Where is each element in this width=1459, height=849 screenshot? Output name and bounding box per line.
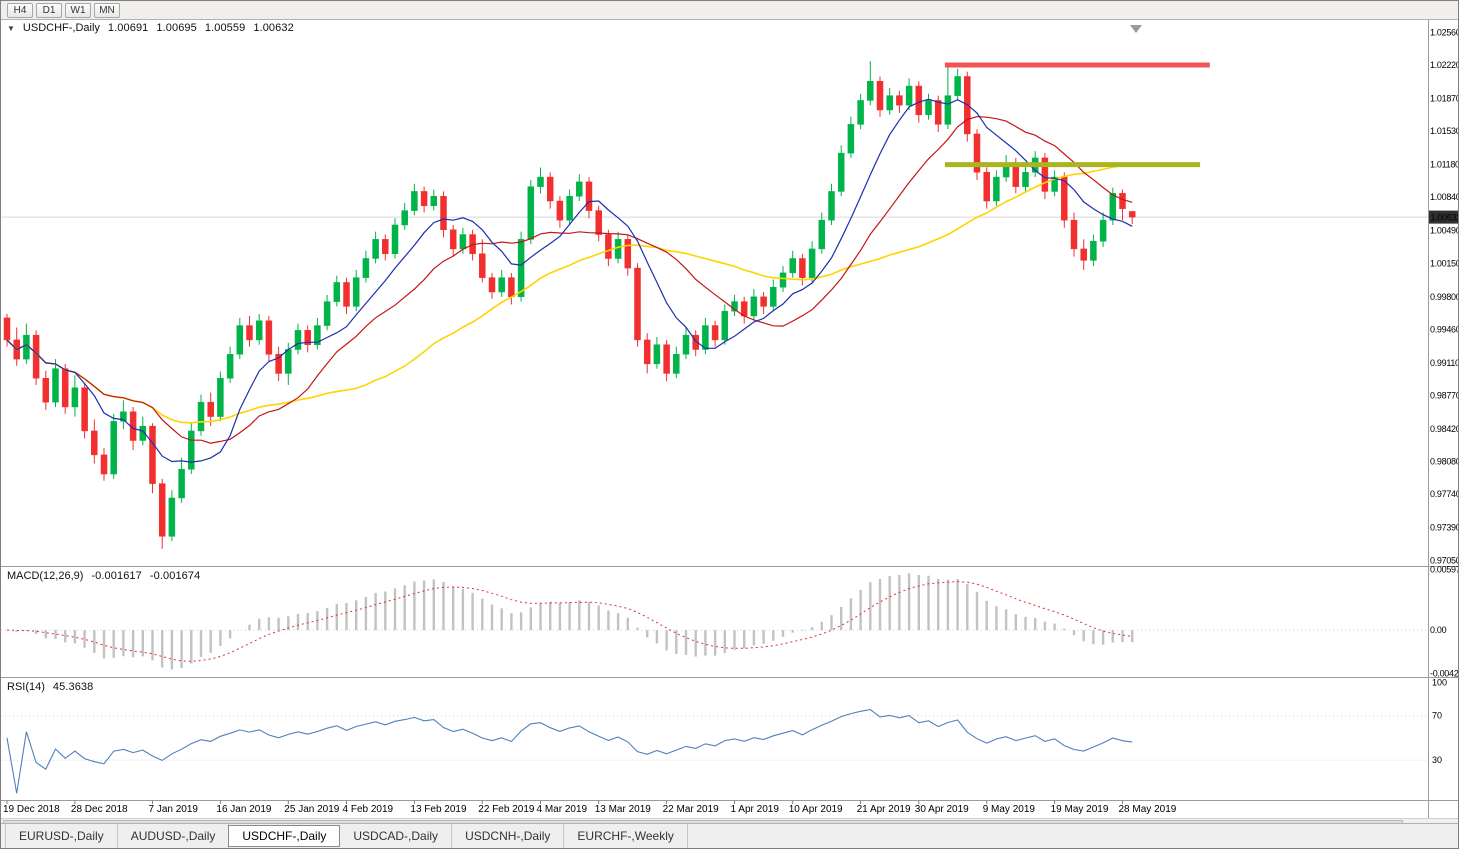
svg-text:28 Dec 2018: 28 Dec 2018 bbox=[71, 804, 128, 815]
svg-text:0.97390: 0.97390 bbox=[1430, 523, 1459, 533]
chart-background bbox=[1, 19, 1458, 818]
tab-usdcnh-daily[interactable]: USDCNH-,Daily bbox=[452, 824, 565, 848]
svg-text:1.00490: 1.00490 bbox=[1430, 226, 1459, 236]
svg-text:0.98080: 0.98080 bbox=[1430, 457, 1459, 467]
svg-text:10 Apr 2019: 10 Apr 2019 bbox=[789, 804, 843, 815]
svg-text:1.00632: 1.00632 bbox=[1431, 213, 1459, 223]
chart-shift-marker[interactable] bbox=[1130, 25, 1142, 33]
svg-text:70: 70 bbox=[1432, 711, 1442, 721]
tab-eurchf-weekly[interactable]: EURCHF-,Weekly bbox=[564, 824, 688, 848]
svg-text:22 Mar 2019: 22 Mar 2019 bbox=[663, 804, 720, 815]
current-price-badge bbox=[1429, 210, 1458, 224]
svg-text:0.99800: 0.99800 bbox=[1430, 292, 1459, 302]
svg-text:1.01180: 1.01180 bbox=[1430, 160, 1459, 170]
svg-text:1.02220: 1.02220 bbox=[1430, 60, 1459, 70]
svg-text:21 Apr 2019: 21 Apr 2019 bbox=[857, 804, 911, 815]
timeframe-d1-button[interactable]: D1 bbox=[36, 2, 62, 18]
svg-text:0.99110: 0.99110 bbox=[1430, 358, 1459, 368]
svg-text:19 Dec 2018: 19 Dec 2018 bbox=[3, 804, 60, 815]
svg-text:13 Mar 2019: 13 Mar 2019 bbox=[595, 804, 652, 815]
svg-text:0.00: 0.00 bbox=[1430, 625, 1447, 635]
svg-text:0.97740: 0.97740 bbox=[1430, 489, 1459, 499]
timeframe-mn-button[interactable]: MN bbox=[94, 2, 120, 18]
svg-text:0.98420: 0.98420 bbox=[1430, 424, 1459, 434]
rsi-title: RSI(14) bbox=[7, 681, 45, 693]
macd-histogram bbox=[15, 573, 1134, 670]
tab-usdchf-daily[interactable]: USDCHF-,Daily bbox=[228, 825, 341, 847]
time-axis[interactable]: 19 Dec 2018 28 Dec 2018 7 Jan 2019 16 Jan 2… bbox=[3, 800, 1177, 816]
timeframe-h4-button[interactable]: H4 bbox=[7, 2, 33, 18]
svg-text:28 May 2019: 28 May 2019 bbox=[1119, 804, 1177, 815]
ohlc-close-value: 1.00632 bbox=[253, 22, 294, 34]
svg-text:1.00840: 1.00840 bbox=[1430, 192, 1459, 202]
chart-ohlc-header: ▼ USDCHF-,Daily 1.00691 1.00695 1.00559 … bbox=[7, 22, 294, 34]
svg-text:30: 30 bbox=[1432, 755, 1442, 765]
svg-text:13 Feb 2019: 13 Feb 2019 bbox=[410, 804, 467, 815]
svg-text:0.99460: 0.99460 bbox=[1430, 324, 1459, 334]
tab-usdcad-daily[interactable]: USDCAD-,Daily bbox=[340, 824, 453, 848]
price-axis[interactable]: 1.02560 1.02220 1.01870 1.01530 1.01180 1.008… bbox=[1429, 27, 1459, 565]
tab-audusd-daily[interactable]: AUDUSD-,Daily bbox=[118, 824, 230, 848]
svg-text:22 Feb 2019: 22 Feb 2019 bbox=[478, 804, 535, 815]
ma-mid-line bbox=[6, 115, 1133, 444]
macd-title: MACD(12,26,9) bbox=[7, 570, 84, 582]
ma-slow-line bbox=[6, 163, 1133, 424]
svg-text:25 Jan 2019: 25 Jan 2019 bbox=[284, 804, 339, 815]
ohlc-low-value: 1.00559 bbox=[204, 22, 246, 34]
macd-indicator-label: MACD(12,26,9) -0.001617 -0.001674 bbox=[7, 570, 200, 582]
ma-fast-line bbox=[6, 98, 1133, 463]
svg-text:0.00597: 0.00597 bbox=[1430, 564, 1459, 574]
svg-text:1.01530: 1.01530 bbox=[1430, 126, 1459, 136]
svg-text:4 Feb 2019: 4 Feb 2019 bbox=[343, 804, 394, 815]
collapse-chart-icon[interactable]: ▼ bbox=[7, 24, 15, 33]
chart-tabs-bar: EURUSD-,Daily AUDUSD-,Daily USDCHF-,Dail… bbox=[1, 823, 1458, 848]
svg-text:9 May 2019: 9 May 2019 bbox=[983, 804, 1036, 815]
rsi-indicator-label: RSI(14) 45.3638 bbox=[7, 681, 93, 693]
svg-text:4 Mar 2019: 4 Mar 2019 bbox=[537, 804, 588, 815]
svg-text:1.01870: 1.01870 bbox=[1430, 94, 1459, 104]
svg-text:16 Jan 2019: 16 Jan 2019 bbox=[216, 804, 271, 815]
svg-text:0.97050: 0.97050 bbox=[1430, 555, 1459, 565]
macd-axis: 0.00597 0.00 -0.00424 bbox=[1430, 564, 1459, 678]
svg-text:1.02560: 1.02560 bbox=[1430, 27, 1459, 37]
macd-signal-line bbox=[6, 581, 1133, 662]
svg-text:0.98770: 0.98770 bbox=[1430, 390, 1459, 400]
svg-text:100: 100 bbox=[1432, 677, 1447, 687]
svg-text:1 Apr 2019: 1 Apr 2019 bbox=[731, 804, 780, 815]
rsi-line bbox=[6, 709, 1133, 794]
candlestick-series bbox=[3, 61, 1136, 549]
chart-symbol-label: USDCHF-,Daily bbox=[22, 22, 100, 34]
svg-text:1.00150: 1.00150 bbox=[1430, 258, 1459, 268]
svg-text:19 May 2019: 19 May 2019 bbox=[1051, 804, 1109, 815]
rsi-value: 45.3638 bbox=[52, 681, 94, 693]
macd-main-value: -0.001617 bbox=[91, 570, 142, 582]
macd-signal-value: -0.001674 bbox=[149, 570, 201, 582]
timeframe-w1-button[interactable]: W1 bbox=[65, 2, 91, 18]
ohlc-high-value: 1.00695 bbox=[156, 22, 197, 34]
svg-text:30 Apr 2019: 30 Apr 2019 bbox=[915, 804, 969, 815]
svg-text:-0.00424: -0.00424 bbox=[1430, 668, 1459, 678]
ohlc-open-value: 1.00691 bbox=[107, 22, 149, 34]
tab-eurusd-daily[interactable]: EURUSD-,Daily bbox=[5, 824, 118, 848]
svg-text:7 Jan 2019: 7 Jan 2019 bbox=[149, 804, 199, 815]
timeframe-toolbar: H4 D1 W1 MN bbox=[1, 1, 1458, 20]
rsi-axis: 100 70 30 bbox=[1432, 677, 1447, 765]
